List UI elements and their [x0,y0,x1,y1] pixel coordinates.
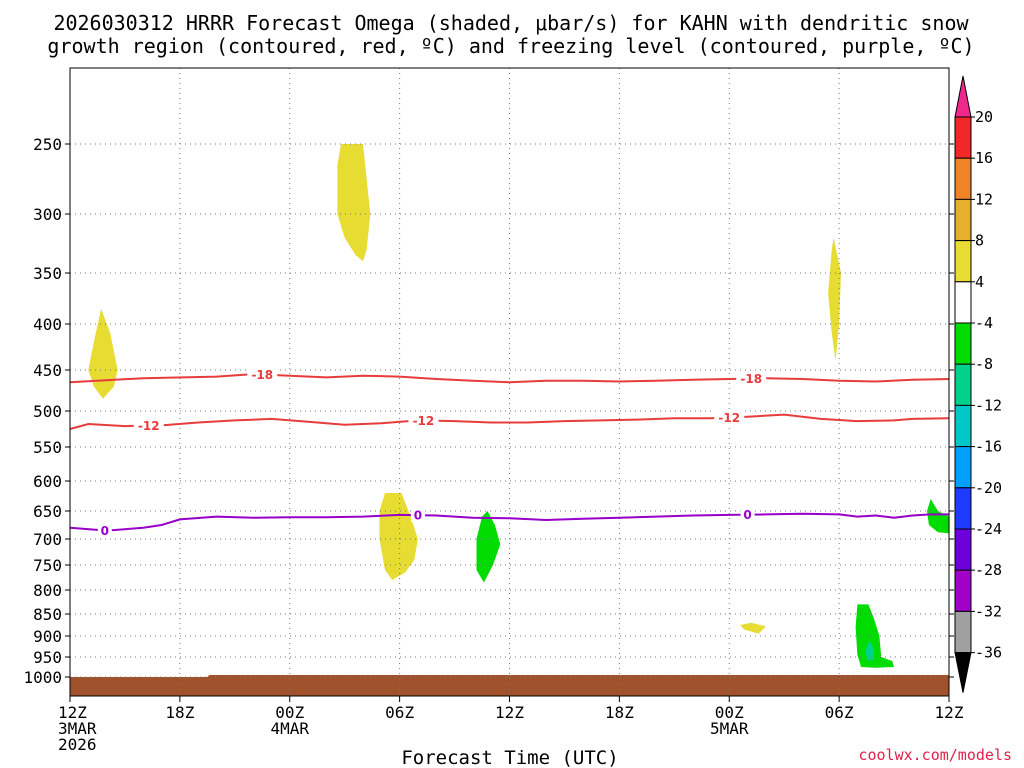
y-tick-label: 700 [33,530,62,549]
y-axis-ticks: 250 300 350 400 450 500 550 600 650 700 750 800 850 9… [23,135,954,687]
omega-region-5 [740,622,766,634]
omega-region-3 [828,237,841,361]
colorbar-label: 4 [975,273,984,291]
x-tick-label: 06Z [825,703,854,722]
colorbar-label: -24 [975,520,1002,538]
contour-layer: -18 -18 -12 -12 -12 0 0 0 [69,367,950,538]
x-tick-label: 12Z [495,703,524,722]
x-tick-label: 00Z [715,703,744,722]
omega-region-9 [864,640,874,661]
x-tick-label: 5MAR [710,719,749,738]
colorbar-bin [954,404,972,448]
omega-region-2 [337,144,371,262]
y-tick-label: 650 [33,502,62,521]
colorbar-bin [954,240,972,283]
omega-region-7 [927,499,949,534]
y-tick-label: 400 [33,315,62,334]
x-tick-label: 18Z [605,703,634,722]
colorbar-bin [954,157,972,200]
x-tick-label: 3MAR [58,719,97,738]
y-tick-label: 750 [33,556,62,575]
x-tick-label: 2026 [58,735,97,754]
contour-label: 0 [414,509,422,523]
contour-label-bg [133,418,164,433]
omega-shading-layer [88,144,949,668]
contour-label: -18 [740,372,762,386]
colorbar-bin [954,569,972,612]
contour-label-bg [247,367,278,382]
colorbar-bin [954,363,972,406]
colorbar-label: -36 [975,644,1002,662]
x-tick-label: 4MAR [270,719,309,738]
colorbar-label: 20 [975,108,993,126]
credit-text: coolwx.com/models [858,746,1012,764]
colorbar-bin [954,322,972,365]
colorbar-bin [954,487,972,530]
colorbar-label: 8 [975,232,984,250]
y-tick-label: 450 [33,361,62,380]
colorbar: 20 16 12 8 4 -4 -8 -12 -16 -20 -24 -28 -32 -36 [954,75,1002,693]
y-tick-label: 800 [33,581,62,600]
y-tick-label: 250 [33,135,62,154]
y-tick-label: 350 [33,264,62,283]
terrain-layer [70,675,949,696]
colorbar-bin [954,446,972,489]
x-axis-label: Forecast Time (UTC) [401,747,618,768]
chart-title-line-1: 2026030312 HRRR Forecast Omega (shaded, … [53,11,969,35]
contour-label-bg [714,410,745,425]
y-tick-label: 1000 [23,668,62,687]
colorbar-label: 12 [975,190,993,208]
y-tick-label: 550 [33,438,62,457]
colorbar-bin [954,116,972,159]
colorbar-bin [954,198,972,242]
x-tick-label: 06Z [385,703,414,722]
contour-label-bg [410,508,425,523]
y-tick-label: 850 [33,605,62,624]
contour-label: -18 [251,368,273,382]
y-tick-label: 500 [33,402,62,421]
contour-label: 0 [743,508,751,522]
colorbar-label: -4 [975,314,993,332]
contour-label-bg [736,371,767,386]
contour-label: -12 [718,411,740,425]
plot-area: -18 -18 -12 -12 -12 0 0 0 [69,67,950,697]
colorbar-bottom-extend [954,652,972,693]
colorbar-top-extend [954,75,972,118]
contour-line-1 [69,373,950,384]
contour-line-3 [69,512,949,532]
contour-label-bg [408,413,439,428]
contour-label: -12 [138,419,160,433]
y-tick-label: 950 [33,648,62,667]
colorbar-label: -16 [975,438,1002,456]
contour-line-2 [69,413,950,430]
x-tick-label: 18Z [165,703,194,722]
x-tick-label: 00Z [275,703,304,722]
colorbar-label: -20 [975,479,1002,497]
colorbar-bin [954,610,972,654]
x-tick-label: 12Z [935,703,964,722]
colorbar-label: -28 [975,561,1002,579]
contour-label-bg [97,523,112,538]
colorbar-label: -32 [975,602,1002,620]
colorbar-label: 16 [975,149,993,167]
terrain-ground [70,675,949,696]
colorbar-label: -12 [975,396,1002,414]
colorbar-bin [954,281,972,324]
colorbar-label: -8 [975,355,993,373]
chart-title-line-2: growth region (contoured, red, ºC) and f… [47,34,974,58]
y-tick-label: 600 [33,472,62,491]
contour-label: -12 [413,414,435,428]
y-tick-label: 900 [33,627,62,646]
y-tick-label: 300 [33,205,62,224]
omega-region-1 [88,308,118,399]
x-tick-label: 12Z [58,703,87,722]
contour-label: 0 [101,524,109,538]
contour-label-bg [740,507,755,522]
omega-region-6 [476,511,501,583]
colorbar-bin [954,528,972,571]
